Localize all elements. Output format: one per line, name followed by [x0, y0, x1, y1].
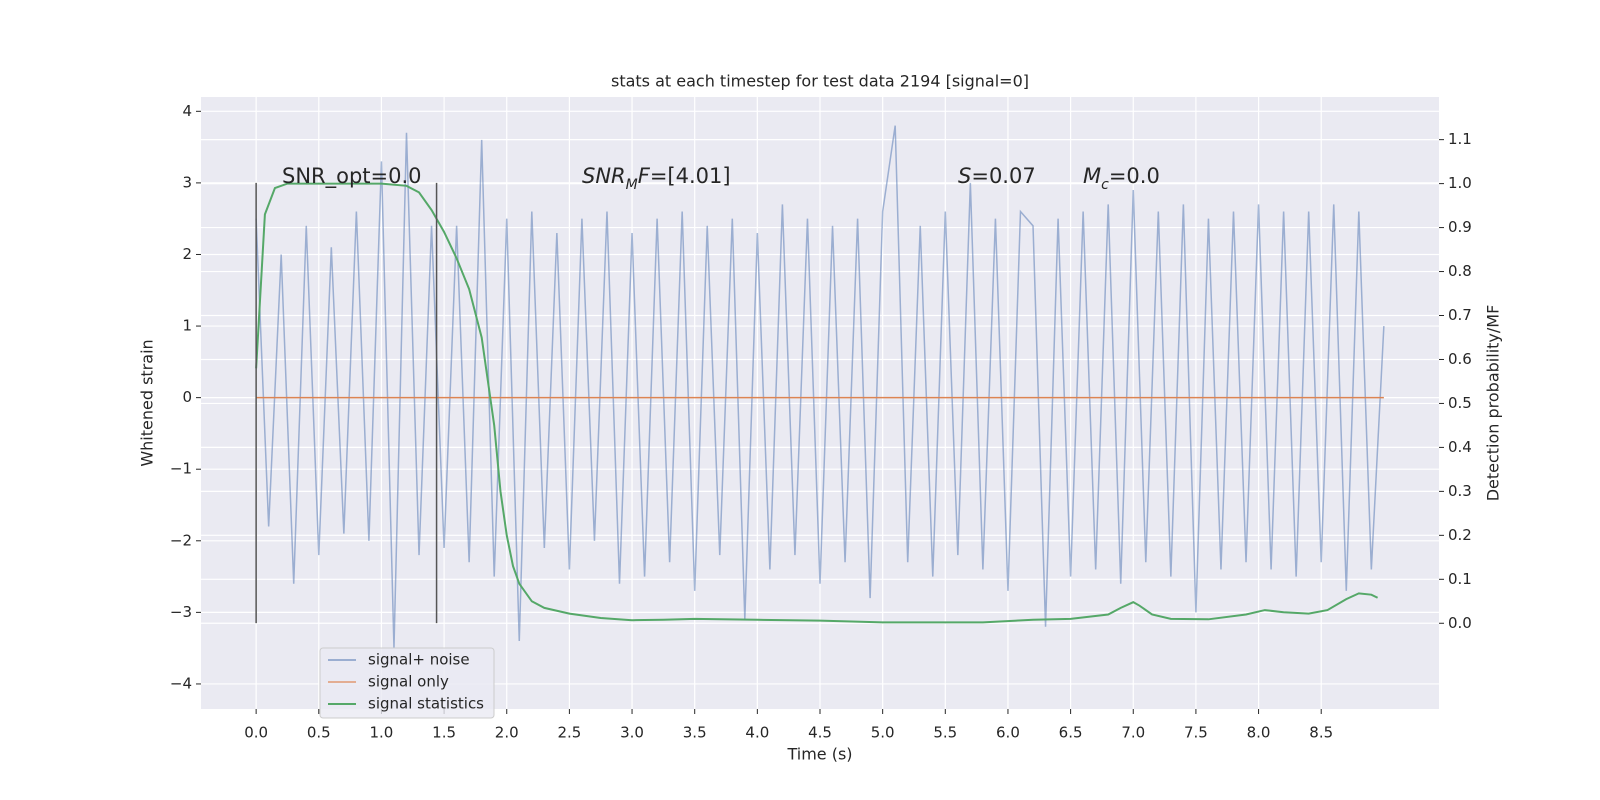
y2-tick-label: 0.5	[1448, 394, 1472, 412]
x-tick-label: 6.0	[996, 724, 1020, 742]
y2-tick-label: 0.2	[1448, 526, 1472, 544]
annotation: SNR_opt=0.0	[282, 164, 422, 189]
y2-tick-label: 0.1	[1448, 570, 1472, 588]
y2-tick-label: 0.9	[1448, 218, 1472, 236]
chart-title: stats at each timestep for test data 219…	[611, 72, 1029, 91]
y2-axis-label: Detection probability/MF	[1484, 305, 1503, 502]
series-line	[255, 125, 1385, 649]
x-tick-label: 5.0	[871, 724, 895, 742]
y-tick-label: 2	[182, 245, 192, 263]
y-tick-label: −4	[170, 674, 192, 692]
legend-box	[319, 647, 495, 719]
series-line	[255, 182, 1379, 624]
annotation-part: =0.0	[1109, 164, 1160, 188]
annotation-part: =0.07	[971, 164, 1035, 188]
annotation-part: SNR_opt=0.0	[282, 164, 422, 189]
x-tick-label: 5.5	[933, 724, 957, 742]
x-tick-label: 8.5	[1309, 724, 1333, 742]
x-tick-label: 3.5	[683, 724, 707, 742]
legend-label: signal+ noise	[368, 651, 470, 669]
annotation-part: M	[626, 177, 638, 193]
y2-tick-label: 1.1	[1448, 130, 1472, 148]
annotation-part: M	[1083, 164, 1101, 188]
annotation-part: S	[958, 164, 971, 188]
annotation-part: F	[638, 164, 651, 188]
x-tick-label: 7.0	[1121, 724, 1145, 742]
y-tick-label: 1	[182, 317, 192, 335]
x-tick-label: 2.5	[557, 724, 581, 742]
y2-tick-label: 0.8	[1448, 262, 1472, 280]
x-tick-label: 2.0	[495, 724, 519, 742]
x-tick-label: 0.0	[244, 724, 268, 742]
x-tick-label: 8.0	[1247, 724, 1271, 742]
x-tick-label: 3.0	[620, 724, 644, 742]
annotation: S=0.07	[958, 164, 1036, 188]
annotation: Mc=0.0	[1083, 164, 1160, 193]
annotation-part: c	[1101, 177, 1109, 193]
y2-tick-label: 0.3	[1448, 482, 1472, 500]
x-tick-label: 4.0	[745, 724, 769, 742]
x-tick-label: 0.5	[307, 724, 331, 742]
x-tick-label: 4.5	[808, 724, 832, 742]
annotation-part: =[4.01]	[650, 164, 731, 188]
y2-tick-label: 0.4	[1448, 438, 1472, 456]
x-tick-label: 7.5	[1184, 724, 1208, 742]
y-tick-label: −3	[170, 603, 192, 621]
annotation-part: SNR	[582, 164, 626, 188]
y2-tick-label: 0.6	[1448, 350, 1472, 368]
y2-tick-label: 1.0	[1448, 174, 1472, 192]
y-tick-label: 0	[182, 388, 192, 406]
x-tick-label: 6.5	[1059, 724, 1083, 742]
y-tick-label: 3	[182, 173, 192, 191]
x-axis-label: Time (s)	[786, 745, 852, 764]
y2-tick-label: 0.7	[1448, 306, 1472, 324]
y-tick-label: −2	[170, 531, 192, 549]
annotation: SNRMF=[4.01]	[582, 164, 731, 193]
y-tick-label: −1	[170, 460, 192, 478]
legend-label: signal only	[368, 673, 449, 691]
x-tick-label: 1.0	[370, 724, 394, 742]
y2-tick-label: 0.0	[1448, 614, 1472, 632]
legend-label: signal statistics	[368, 695, 484, 713]
x-tick-label: 1.5	[432, 724, 456, 742]
y-tick-label: 4	[182, 102, 192, 120]
y-axis-label: Whitened strain	[138, 339, 157, 466]
